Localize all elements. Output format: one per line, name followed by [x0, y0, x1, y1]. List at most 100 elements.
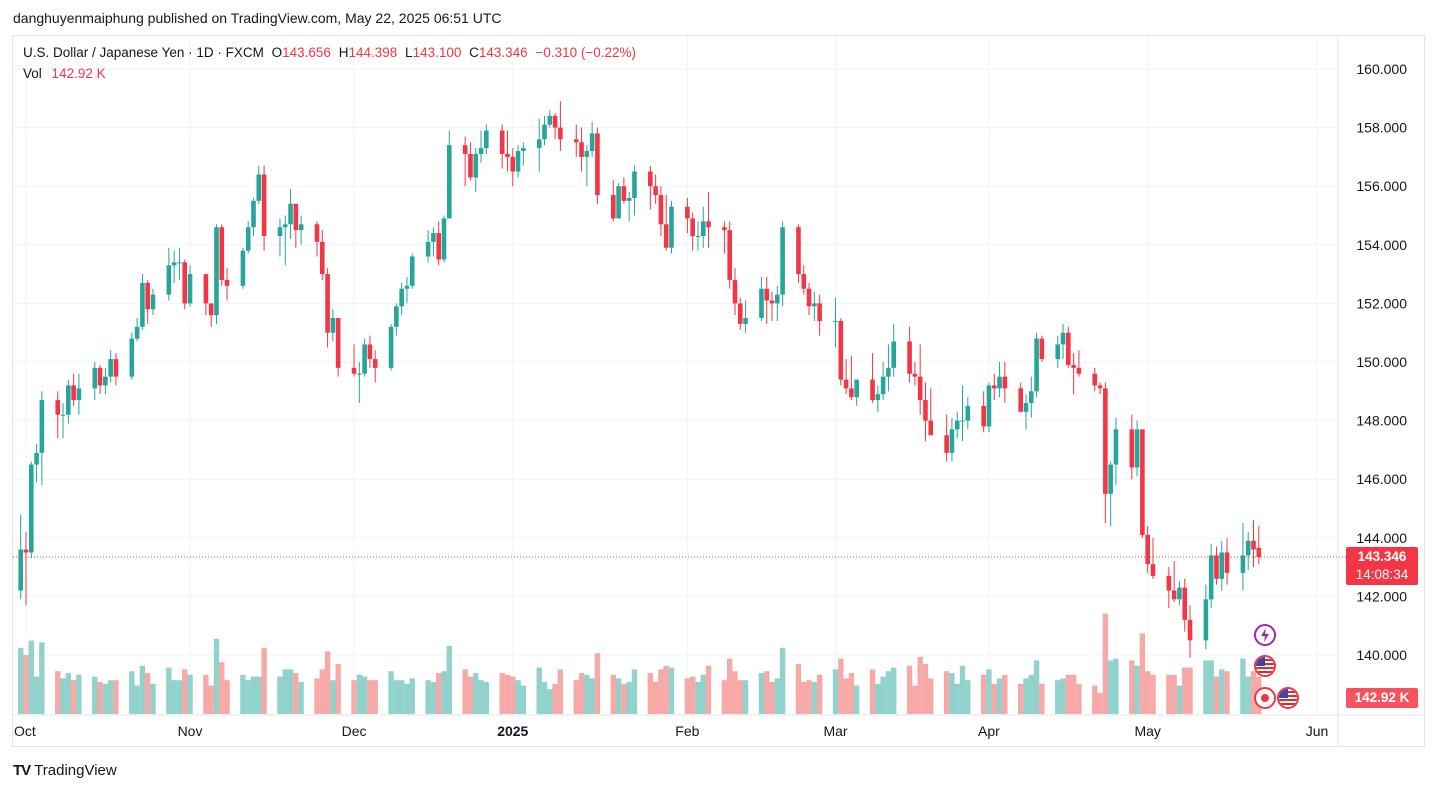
- volume-bar: [589, 678, 595, 714]
- candle-body: [219, 227, 225, 280]
- volume-bar: [250, 676, 257, 714]
- volume-bar: [1107, 660, 1114, 714]
- volume-bar: [1176, 685, 1183, 714]
- price-tick-label: 148.000: [1356, 413, 1407, 429]
- high-label: H: [338, 45, 349, 60]
- volume-bar: [875, 683, 881, 714]
- event-dot-icon[interactable]: [1254, 687, 1276, 709]
- volume-bar: [171, 680, 177, 714]
- candle-body: [610, 194, 616, 219]
- volume-bar: [906, 665, 913, 714]
- volume-bar: [1092, 685, 1098, 714]
- candle-body: [330, 318, 336, 333]
- volume-bar: [1219, 669, 1225, 714]
- volume-bar: [150, 683, 156, 714]
- candle-body: [1055, 344, 1061, 360]
- volume-bar: [774, 678, 781, 714]
- volume-bar: [742, 680, 749, 714]
- candle-body: [616, 186, 621, 219]
- volume-bar: [18, 647, 24, 714]
- candle-body: [1108, 464, 1113, 494]
- candle-body: [1023, 403, 1029, 412]
- candle-body: [743, 318, 748, 324]
- volume-bar: [1129, 660, 1135, 714]
- candle-body: [1177, 587, 1182, 600]
- volume-bar: [954, 683, 960, 714]
- high-value: 144.398: [348, 45, 398, 60]
- candle-body: [833, 320, 838, 322]
- candle-body: [690, 218, 695, 237]
- volume-bar: [610, 674, 616, 714]
- last-price-tag: 143.346 14:08:34: [1346, 547, 1418, 585]
- tradingview-brand[interactable]: TV TradingView: [13, 762, 117, 779]
- time-tick-label: Dec: [342, 723, 367, 739]
- candle-body: [319, 241, 325, 275]
- open-value: 143.656: [282, 45, 331, 60]
- volume-bar: [361, 676, 368, 714]
- bar-countdown: 14:08:34: [1355, 567, 1409, 582]
- volume-tag: 142.92 K: [1346, 688, 1418, 708]
- volume-bar: [510, 676, 516, 714]
- volume-bar: [240, 674, 246, 714]
- volume-bar: [356, 674, 363, 714]
- volume-bar: [1002, 674, 1008, 714]
- volume-bar: [187, 674, 193, 714]
- volume-bar: [282, 669, 288, 714]
- candle-body: [595, 133, 600, 195]
- candle-body: [256, 174, 262, 201]
- candle-body: [965, 405, 971, 421]
- volume-bar: [446, 646, 452, 714]
- candle-body: [293, 203, 299, 231]
- price-tick-label: 142.000: [1356, 588, 1407, 604]
- candle-body: [187, 274, 193, 304]
- us-flag-icon[interactable]: [1277, 687, 1299, 709]
- volume-bar: [832, 669, 839, 714]
- volume-bar: [1144, 671, 1151, 714]
- volume-bar: [928, 678, 934, 714]
- candle-body: [917, 376, 923, 401]
- volume-bar: [547, 689, 553, 714]
- candle-body: [923, 400, 928, 421]
- price-tick-label: 158.000: [1356, 120, 1407, 136]
- volume-bar: [684, 678, 691, 714]
- volume-bar: [404, 683, 410, 714]
- volume-bar: [557, 669, 564, 714]
- volume-bar: [393, 680, 400, 714]
- candle-body: [584, 151, 590, 157]
- candle-body: [1208, 555, 1214, 600]
- volume-bar: [1113, 658, 1119, 714]
- candle-body: [28, 464, 34, 553]
- volume-bar: [869, 669, 876, 714]
- candle-body: [732, 279, 738, 304]
- candle-body: [108, 359, 113, 377]
- us-flag-icon[interactable]: [1254, 655, 1276, 677]
- candle-body: [18, 549, 24, 591]
- volume-bar: [33, 676, 40, 714]
- symbol-title[interactable]: U.S. Dollar / Japanese Yen · 1D · FXCM: [23, 45, 264, 60]
- candle-body: [1103, 388, 1108, 494]
- candle-body: [796, 227, 801, 275]
- time-tick-label: 2025: [497, 723, 528, 739]
- volume-bars: [18, 613, 1262, 714]
- volume-bar: [811, 682, 818, 714]
- volume-bar: [949, 673, 955, 714]
- price-tick-label: 146.000: [1356, 471, 1407, 487]
- volume-bar: [55, 671, 61, 714]
- lightning-icon[interactable]: [1254, 624, 1276, 646]
- volume-bar: [1182, 667, 1188, 714]
- published-info: danghuyenmaiphung published on TradingVi…: [13, 10, 502, 26]
- candle-body: [1018, 388, 1024, 412]
- time-tick-label: May: [1134, 723, 1160, 739]
- volume-bar: [853, 685, 860, 714]
- volume-bar: [113, 680, 119, 714]
- volume-bar: [520, 685, 527, 714]
- candle-body: [97, 367, 103, 386]
- volume-bar: [39, 642, 45, 714]
- volume-bar: [129, 671, 135, 714]
- candle-body: [468, 153, 473, 178]
- volume-bar: [256, 676, 262, 714]
- volume-bar: [721, 680, 728, 714]
- candle-body: [737, 303, 743, 324]
- volume-bar: [224, 680, 230, 714]
